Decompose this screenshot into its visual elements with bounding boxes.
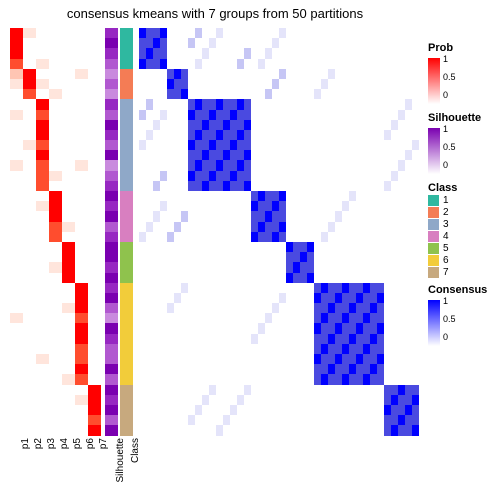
prob-col-p2 [23,28,36,436]
heatmap-col [181,28,188,436]
heatmap-col [342,28,349,436]
heatmap-col [146,28,153,436]
prob-col-p3 [36,28,49,436]
legend-class-row: 7 [428,267,498,278]
heatmap-col [251,28,258,436]
heatmap-col [293,28,300,436]
legend-tick: 1 [443,296,456,306]
legend-swatch [428,243,439,254]
heatmap-col [286,28,293,436]
silhouette-col [105,28,118,436]
legend-class-label: 5 [443,243,449,254]
legend-class-row: 2 [428,207,498,218]
heatmap-col [398,28,405,436]
legend-tick: 1 [443,124,456,134]
heatmap-col [230,28,237,436]
heatmap-col [377,28,384,436]
class-col [120,28,133,436]
legend-gradient [428,300,440,346]
x-label: p1 [20,438,31,498]
heatmap-col [279,28,286,436]
legend-class-row: 6 [428,255,498,266]
heatmap-col [195,28,202,436]
heatmap-col [139,28,146,436]
legend-title: Prob [428,42,498,54]
prob-col-p1 [10,28,23,436]
heatmap-col [300,28,307,436]
x-label: p7 [98,438,109,498]
x-label: p5 [72,438,83,498]
x-label: p4 [59,438,70,498]
prob-col-p7 [88,28,101,436]
legend-class-label: 1 [443,195,449,206]
legend-swatch [428,231,439,242]
heatmap-col [167,28,174,436]
x-label: Class [130,438,141,498]
heatmap-col [223,28,230,436]
x-label: p3 [46,438,57,498]
legend-tick: 1 [443,54,456,64]
legend-gradient [428,58,440,104]
legend-class-label: 6 [443,255,449,266]
heatmap-col [237,28,244,436]
heatmap-col [216,28,223,436]
heatmap-col [174,28,181,436]
heatmap-col [370,28,377,436]
heatmap-col [307,28,314,436]
legend-class-row: 4 [428,231,498,242]
legend-panel: Prob00.51Silhouette00.51Class1234567Cons… [428,36,498,348]
prob-col-p5 [62,28,75,436]
heatmap-col [209,28,216,436]
legend-tick: 0.5 [443,72,456,82]
heatmap-col [405,28,412,436]
legend-tick: 0 [443,160,456,170]
heatmap-col [335,28,342,436]
chart-area [10,28,419,436]
heatmap-col [160,28,167,436]
heatmap-col [202,28,209,436]
legend-tick: 0.5 [443,314,456,324]
heatmap-col [384,28,391,436]
heatmap-col [321,28,328,436]
x-label: p2 [33,438,44,498]
prob-col-p6 [75,28,88,436]
heatmap-col [153,28,160,436]
legend-title: Silhouette [428,112,498,124]
x-label: Silhouette [115,438,126,498]
heatmap-col [258,28,265,436]
legend-gradient [428,128,440,174]
legend-class-label: 4 [443,231,449,242]
legend-tick: 0 [443,90,456,100]
legend-swatch [428,207,439,218]
heatmap-col [328,28,335,436]
prob-col-p4 [49,28,62,436]
legend-title: Consensus [428,284,498,296]
legend-swatch [428,267,439,278]
legend-class-row: 5 [428,243,498,254]
heatmap-col [356,28,363,436]
heatmap-col [244,28,251,436]
heatmap-col [272,28,279,436]
legend-class-label: 2 [443,207,449,218]
legend-title: Class [428,182,498,194]
legend-class-row: 3 [428,219,498,230]
legend-class-label: 3 [443,219,449,230]
x-label: p6 [85,438,96,498]
legend-tick: 0.5 [443,142,456,152]
heatmap-col [391,28,398,436]
heatmap-col [314,28,321,436]
legend-tick: 0 [443,332,456,342]
heatmap-col [265,28,272,436]
legend-class-label: 7 [443,267,449,278]
legend-swatch [428,255,439,266]
heatmap-col [349,28,356,436]
heatmap-col [188,28,195,436]
legend-class-row: 1 [428,195,498,206]
heatmap-col [363,28,370,436]
legend-swatch [428,195,439,206]
legend-swatch [428,219,439,230]
heatmap-col [412,28,419,436]
chart-title: consensus kmeans with 7 groups from 50 p… [0,6,430,21]
